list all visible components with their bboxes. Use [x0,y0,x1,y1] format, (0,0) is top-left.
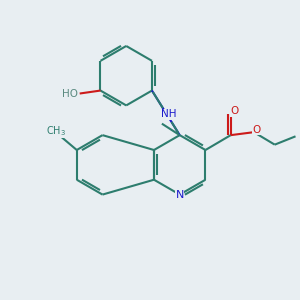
Text: O: O [230,106,238,116]
Text: HO: HO [62,88,78,98]
Text: NH: NH [161,109,176,119]
Text: O: O [252,125,260,135]
Text: N: N [176,190,184,200]
Text: CH$_3$: CH$_3$ [46,124,66,138]
